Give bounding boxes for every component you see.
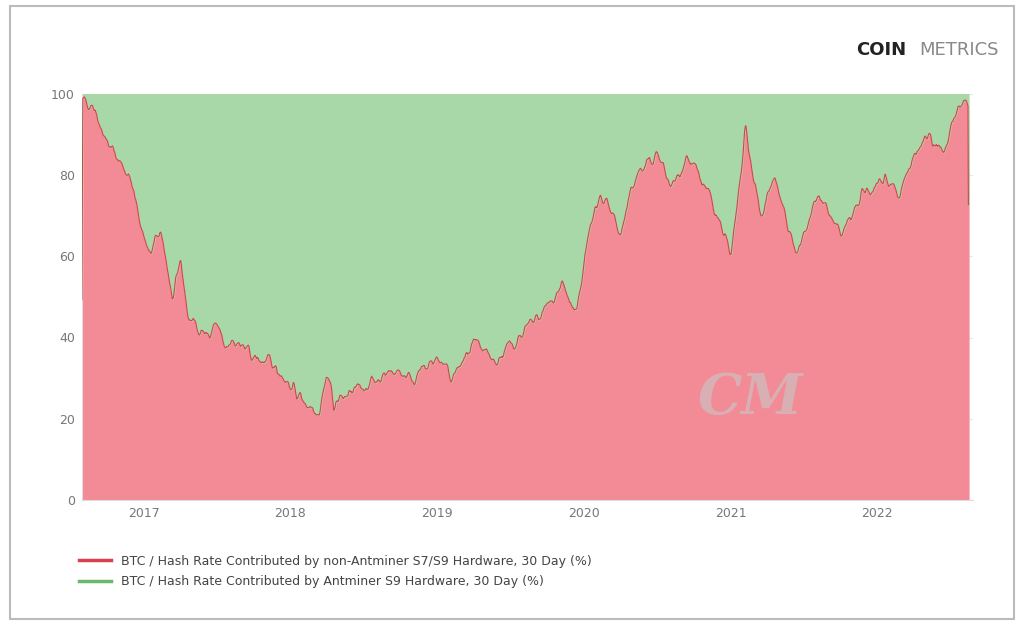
Text: METRICS: METRICS bbox=[919, 41, 998, 59]
Legend: BTC / Hash Rate Contributed by non-Antminer S7/S9 Hardware, 30 Day (%), BTC / Ha: BTC / Hash Rate Contributed by non-Antmi… bbox=[79, 555, 591, 589]
Text: CM: CM bbox=[697, 371, 803, 426]
Text: COIN: COIN bbox=[856, 41, 906, 59]
